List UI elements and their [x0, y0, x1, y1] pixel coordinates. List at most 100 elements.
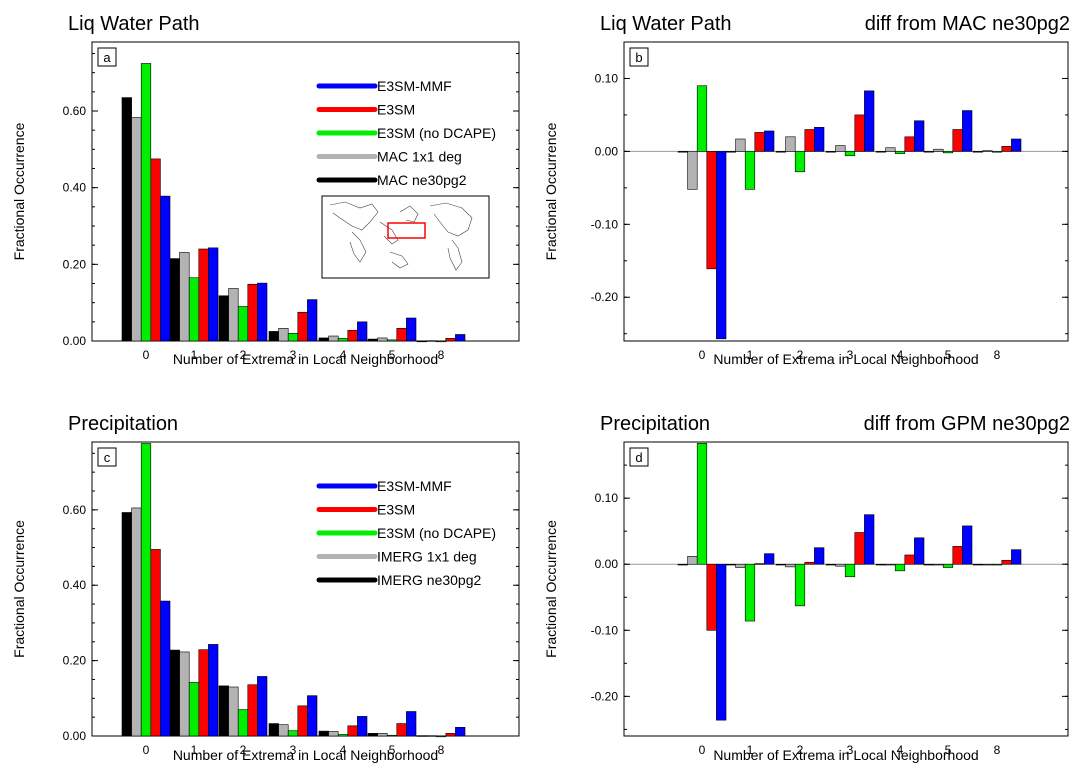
panel-label-box: [629, 47, 649, 67]
bar-e3sm-mmf-8: [455, 334, 466, 342]
bar-e3sm-no-dcape--0: [140, 443, 152, 737]
bar-e3sm-no-dcape--4: [337, 338, 349, 342]
chart-title: Precipitation: [68, 413, 178, 435]
bar-e3sm-no-dcape--2: [794, 563, 806, 607]
bar-e3sm-mmf-2: [257, 282, 268, 342]
panel-label: c: [104, 450, 111, 465]
x-axis-label: Number of Extrema in Local Neighborhood: [713, 747, 978, 763]
bar-mac-1x1-deg-1: [179, 252, 190, 342]
bar-e3sm-mmf-8: [1011, 138, 1022, 152]
bar-e3sm-mmf-2: [814, 127, 825, 152]
bar-e3sm-0: [150, 549, 161, 737]
bar-imerg-ne30pg2-5: [923, 563, 934, 566]
y-tick-label: -0.10: [591, 217, 619, 231]
y-tick-label: 0.00: [63, 334, 87, 348]
bar-imerg-ne30pg2-1: [169, 649, 180, 737]
bar-mac-1x1-deg-3: [835, 145, 846, 152]
y-axis-label: Fractional Occurrence: [543, 122, 559, 260]
legend-label: E3SM (no DCAPE): [377, 525, 496, 541]
bar-e3sm-mmf-3: [307, 299, 318, 342]
bar-e3sm-mmf-5: [962, 110, 973, 152]
legend-label: E3SM-MMF: [377, 478, 452, 494]
bar-e3sm-no-dcape--0: [696, 443, 708, 565]
bar-mac-1x1-deg-1: [735, 138, 746, 152]
bar-e3sm-no-dcape--2: [237, 306, 249, 342]
bar-e3sm-no-dcape--2: [794, 151, 806, 173]
bar-mac-1x1-deg-0: [131, 117, 142, 342]
bar-imerg-1x1-deg-5: [377, 733, 388, 737]
panel-label: d: [635, 450, 642, 465]
bar-imerg-1x1-deg-4: [885, 563, 896, 566]
bar-e3sm-no-dcape--5: [386, 734, 398, 737]
bar-imerg-1x1-deg-2: [228, 686, 239, 737]
bar-mac-1x1-deg-4: [328, 335, 339, 342]
bar-imerg-ne30pg2-3: [268, 723, 279, 737]
bar-e3sm-5: [952, 129, 963, 152]
bar-e3sm-mmf-0: [160, 600, 171, 737]
bar-e3sm-mmf-3: [864, 514, 875, 565]
bar-e3sm-0: [706, 563, 717, 631]
coastline: [399, 205, 419, 223]
bar-e3sm-mmf-5: [406, 711, 417, 737]
bar-imerg-1x1-deg-8: [982, 563, 993, 566]
panel-label: b: [635, 50, 642, 65]
bar-imerg-ne30pg2-0: [121, 512, 132, 737]
x-tick-label: 3: [847, 743, 854, 757]
legend-label: E3SM (no DCAPE): [377, 125, 496, 141]
bar-e3sm-no-dcape--3: [844, 151, 856, 157]
bar-mac-ne30pg2-5: [923, 151, 934, 153]
bar-e3sm-mmf-0: [716, 151, 727, 340]
bar-e3sm-mmf-1: [208, 247, 219, 342]
bar-e3sm-no-dcape--4: [894, 563, 906, 572]
legend-label: E3SM-MMF: [377, 78, 452, 94]
coastline: [389, 251, 409, 269]
chart-title-right: diff from MAC ne30pg2: [865, 13, 1070, 35]
panel-label-box: [629, 447, 649, 467]
bar-e3sm-no-dcape--3: [844, 563, 856, 578]
bar-mac-1x1-deg-5: [933, 148, 944, 152]
bar-mac-ne30pg2-0: [121, 97, 132, 342]
bar-e3sm-8: [445, 733, 456, 737]
bar-e3sm-no-dcape--1: [744, 151, 756, 190]
bar-imerg-1x1-deg-1: [735, 563, 746, 568]
bar-e3sm-4: [904, 136, 915, 152]
bar-imerg-ne30pg2-8: [416, 735, 427, 737]
bar-e3sm-3: [854, 114, 865, 152]
bar-mac-1x1-deg-4: [885, 147, 896, 152]
x-tick-label: 0: [699, 743, 706, 757]
bar-e3sm-1: [198, 649, 209, 737]
x-tick-label: 3: [290, 348, 297, 362]
chart-title: Liq Water Path: [68, 13, 200, 35]
bar-e3sm-mmf-5: [962, 525, 973, 565]
y-tick-label: -0.20: [591, 689, 619, 703]
x-tick-label: 5: [945, 348, 952, 362]
bar-e3sm-mmf-8: [455, 727, 466, 737]
x-tick-label: 5: [389, 348, 396, 362]
x-tick-label: 1: [747, 348, 754, 362]
bar-imerg-ne30pg2-2: [775, 563, 786, 566]
x-tick-label: 2: [797, 743, 804, 757]
x-tick-label: 4: [340, 348, 347, 362]
legend-label: E3SM: [377, 102, 415, 118]
bar-e3sm-2: [247, 684, 258, 737]
bar-e3sm-4: [347, 329, 358, 342]
bar-imerg-1x1-deg-3: [278, 724, 289, 737]
bar-e3sm-1: [198, 248, 209, 342]
chart-panel-d: Precipitation diff from GPM ne30pg2 d -0.20…: [543, 413, 1070, 763]
panel-label-box: [97, 47, 117, 67]
bar-mac-1x1-deg-8: [982, 150, 993, 152]
bar-imerg-1x1-deg-0: [687, 555, 698, 565]
bar-imerg-ne30pg2-5: [367, 733, 378, 737]
chart-title: Precipitation: [600, 413, 710, 435]
x-tick-label: 2: [240, 743, 247, 757]
bar-mac-ne30pg2-2: [218, 295, 229, 342]
chart-panel-c: Precipitation c 0.00 0.20 0.40 0.60 Fractional…: [11, 413, 520, 763]
chart-title: Liq Water Path: [600, 13, 732, 35]
x-tick-label: 8: [438, 348, 445, 362]
y-tick-label: 0.60: [63, 104, 87, 118]
bar-mac-1x1-deg-0: [687, 151, 698, 190]
bar-e3sm-mmf-0: [160, 195, 171, 342]
coastline: [329, 201, 379, 231]
y-tick-label: 0.20: [63, 257, 87, 271]
